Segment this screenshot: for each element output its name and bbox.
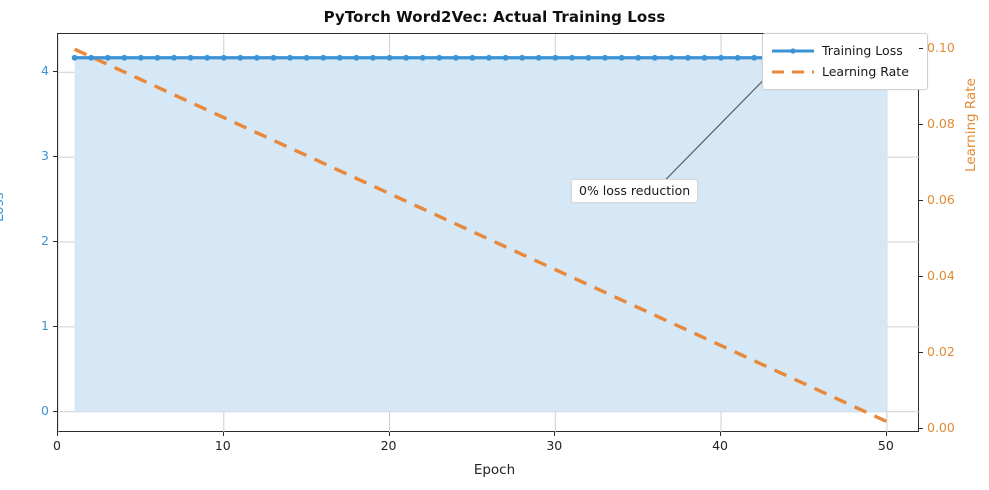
y-left-tickmark-2: [53, 240, 57, 242]
x-axis-tick-2: 20: [380, 438, 397, 453]
x-tickmark-3: [554, 432, 556, 436]
y-right-tickmark-2: [919, 276, 923, 278]
y-left-tickmark-4: [53, 71, 57, 73]
plot-area: [57, 33, 920, 433]
y-axis-left-tick-1: 1: [41, 317, 49, 333]
y-axis-left-tick-2: 2: [41, 232, 49, 248]
y-axis-right-tick-3: 0.06: [927, 192, 955, 208]
x-axis-tick-4: 40: [712, 438, 729, 453]
learning-rate-line: [73, 47, 888, 424]
x-tickmark-2: [388, 432, 390, 436]
y-axis-right-tick-2: 0.04: [927, 268, 955, 284]
y-right-tickmark-5: [919, 48, 923, 50]
legend-label-learning-rate: Learning Rate: [822, 64, 909, 79]
y-axis-left-tick-0: 0: [41, 402, 49, 418]
x-tickmark-0: [57, 432, 58, 436]
x-tickmark-4: [720, 432, 722, 436]
y-left-tickmark-0: [53, 410, 57, 412]
y-right-tickmark-1: [919, 352, 923, 354]
chart-legend: Training Loss Learning Rate: [762, 33, 928, 90]
y-right-tickmark-0: [919, 428, 923, 430]
y-axis-right-tick-0: 0.00: [927, 420, 955, 436]
y-axis-left-tick-3: 3: [41, 148, 49, 164]
legend-swatch-dashed-line-icon: [771, 65, 815, 79]
y-axis-left-tick-4: 4: [41, 63, 49, 79]
legend-item-training-loss[interactable]: Training Loss: [771, 40, 919, 61]
legend-label-training-loss: Training Loss: [822, 43, 903, 58]
y-left-tickmark-1: [53, 325, 57, 327]
x-axis-tick-1: 10: [214, 438, 231, 453]
annotation-loss-reduction: 0% loss reduction: [571, 179, 699, 203]
y-axis-right-tick-5: 0.10: [927, 40, 955, 56]
x-tickmark-5: [885, 432, 887, 436]
chart-title: PyTorch Word2Vec: Actual Training Loss: [323, 8, 666, 26]
y-left-tickmark-3: [53, 156, 57, 158]
x-axis-label: Epoch: [473, 462, 516, 478]
y-axis-right-tick-4: 0.08: [927, 116, 955, 132]
x-axis-tick-0: 0: [53, 438, 61, 453]
x-axis-tick-5: 50: [877, 438, 894, 453]
legend-item-learning-rate[interactable]: Learning Rate: [771, 61, 919, 82]
plot-svg: [58, 34, 920, 433]
x-axis-tick-3: 30: [546, 438, 563, 453]
x-tickmark-1: [222, 432, 224, 436]
y-right-tickmark-4: [919, 124, 923, 126]
y-axis-right-tick-1: 0.02: [927, 344, 955, 360]
legend-swatch-solid-line-icon: [771, 44, 815, 58]
y-axis-left-label: Loss: [0, 192, 7, 222]
y-right-tickmark-3: [919, 200, 923, 202]
